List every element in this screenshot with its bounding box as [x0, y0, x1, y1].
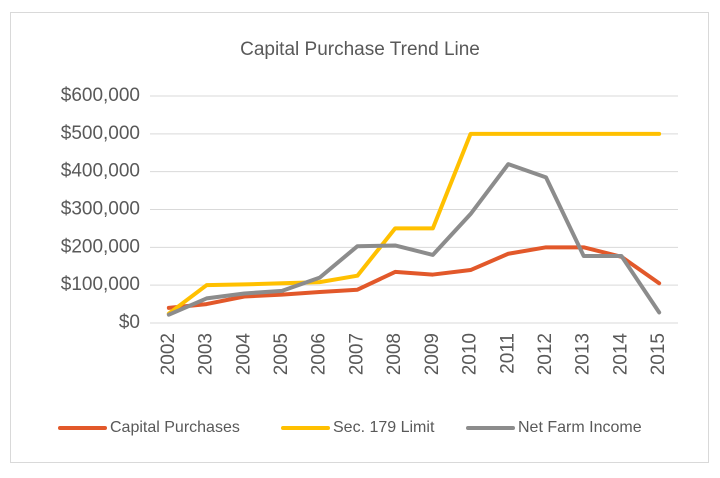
x-tick-label: 2013: [573, 333, 594, 375]
x-tick-label: 2002: [158, 333, 179, 375]
y-tick-label: $400,000: [61, 161, 140, 182]
data-line: [166, 162, 662, 317]
x-tick-label: 2012: [535, 333, 556, 375]
y-tick-label: $200,000: [61, 236, 140, 257]
legend-label: Sec. 179 Limit: [333, 419, 435, 436]
y-tick-label: $100,000: [61, 274, 140, 295]
x-tick-label: 2015: [648, 333, 669, 375]
legend-label: Net Farm Income: [518, 419, 642, 436]
y-tick-label: $300,000: [61, 199, 140, 220]
x-tick-label: 2004: [233, 333, 254, 376]
chart-frame: [10, 12, 709, 463]
legend-label: Capital Purchases: [110, 419, 240, 436]
x-tick-label: 2011: [497, 333, 518, 374]
x-tick-label: 2010: [460, 333, 481, 375]
chart-title: Capital Purchase Trend Line: [240, 39, 480, 60]
x-tick-label: 2008: [384, 333, 405, 375]
x-tick-label: 2005: [271, 333, 292, 375]
x-tick-label: 2003: [196, 333, 217, 375]
data-line: [166, 131, 662, 316]
y-tick-label: $600,000: [61, 85, 140, 106]
x-tick-label: 2009: [422, 333, 443, 375]
x-tick-label: 2006: [309, 333, 330, 375]
y-tick-label: $500,000: [61, 123, 140, 144]
x-tick-label: 2007: [346, 333, 367, 375]
y-tick-label: $0: [119, 312, 140, 333]
x-tick-label: 2014: [610, 333, 631, 376]
